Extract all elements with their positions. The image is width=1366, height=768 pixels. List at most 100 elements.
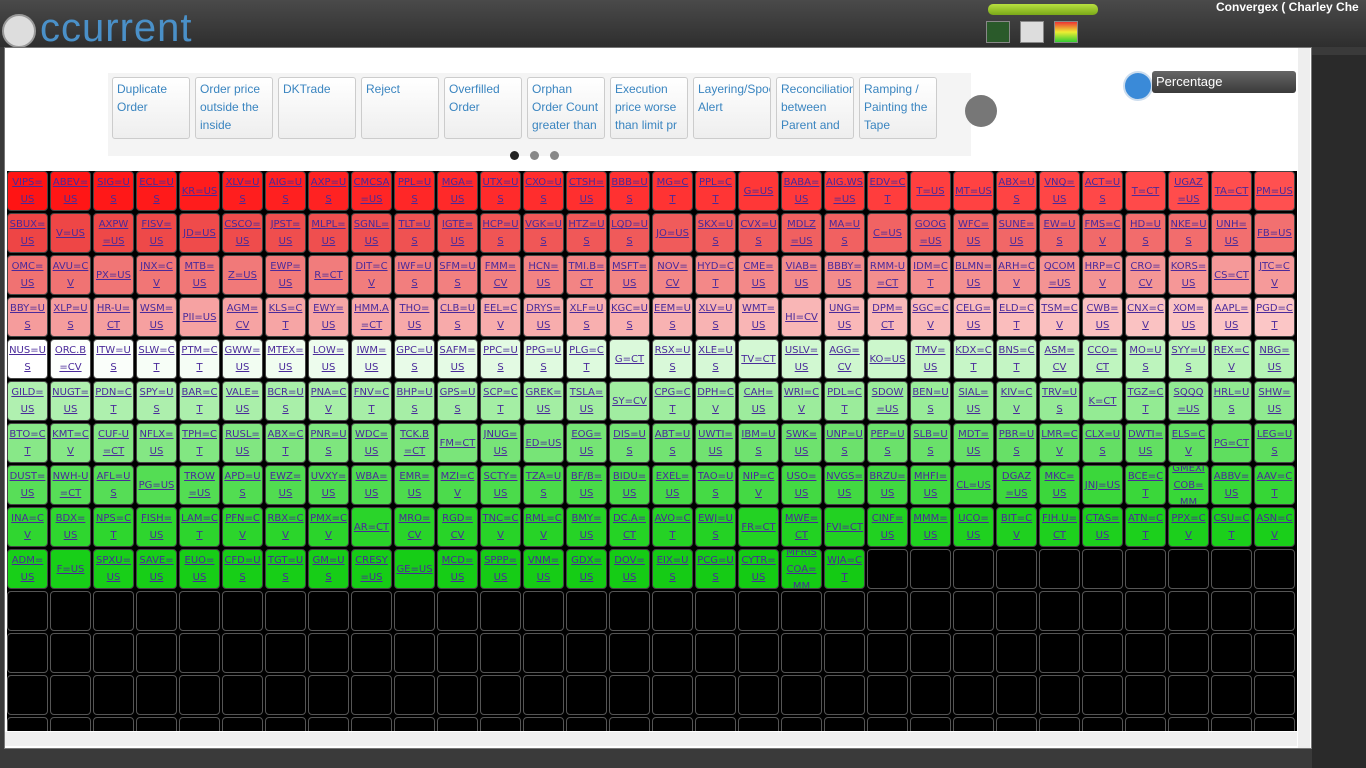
ticker-tile[interactable]: CFD=US <box>222 549 263 589</box>
ticker-tile[interactable]: MSFT=US <box>609 255 650 295</box>
ticker-tile[interactable]: EEM=US <box>652 297 693 337</box>
ticker-tile[interactable]: BAR=CT <box>179 381 220 421</box>
ticker-tile[interactable]: UVXY=US <box>308 465 349 505</box>
ticker-tile[interactable]: JTC=CV <box>1254 255 1295 295</box>
ticker-tile[interactable]: BBY=US <box>7 297 48 337</box>
ticker-tile[interactable]: SIG=US <box>93 171 134 211</box>
alert-tab[interactable]: Overfilled Order <box>444 77 522 139</box>
ticker-tile[interactable]: TROW=US <box>179 465 220 505</box>
ticker-tile[interactable]: AIG=US <box>265 171 306 211</box>
ticker-tile[interactable]: GWW=US <box>222 339 263 379</box>
ticker-tile[interactable]: ATN=CT <box>1125 507 1166 547</box>
ticker-tile[interactable]: TGZ=CT <box>1125 381 1166 421</box>
ticker-tile[interactable]: TSM=CV <box>1039 297 1080 337</box>
ticker-tile[interactable]: UNH=US <box>1211 213 1252 253</box>
ticker-tile[interactable]: PX=US <box>93 255 134 295</box>
ticker-tile[interactable]: CSU=CT <box>1211 507 1252 547</box>
ticker-tile[interactable]: FIH.U=CT <box>1039 507 1080 547</box>
ticker-tile[interactable]: BIDU=US <box>609 465 650 505</box>
ticker-tile[interactable]: PII=US <box>179 297 220 337</box>
ticker-tile[interactable]: MA=US <box>824 213 865 253</box>
ticker-tile[interactable]: MT=US <box>953 171 994 211</box>
ticker-tile[interactable]: GE=US <box>394 549 435 589</box>
ticker-tile[interactable]: CWB=US <box>1082 297 1123 337</box>
ticker-tile[interactable]: UNG=US <box>824 297 865 337</box>
ticker-tile[interactable]: NUS=US <box>7 339 48 379</box>
refresh-button[interactable] <box>1123 71 1153 101</box>
ticker-tile[interactable]: EW=US <box>1039 213 1080 253</box>
ticker-tile[interactable]: TAO=US <box>695 465 736 505</box>
ticker-tile[interactable]: PFN=CV <box>222 507 263 547</box>
ticker-tile[interactable]: XLP=US <box>50 297 91 337</box>
ticker-tile[interactable]: DPM=CT <box>867 297 908 337</box>
ticker-tile[interactable]: PM=US <box>1254 171 1295 211</box>
ticker-tile[interactable]: APD=US <box>222 465 263 505</box>
ticker-tile[interactable]: AIG.WS=US <box>824 171 865 211</box>
ticker-tile[interactable]: WFC=US <box>953 213 994 253</box>
alert-tab[interactable]: Duplicate Order <box>112 77 190 139</box>
ticker-tile[interactable]: HTZ=US <box>566 213 607 253</box>
ticker-tile[interactable]: VNM=US <box>523 549 564 589</box>
ticker-tile[interactable]: MMM=US <box>910 507 951 547</box>
ticker-tile[interactable]: PBR=US <box>996 423 1037 463</box>
ticker-tile[interactable]: WRI=CV <box>781 381 822 421</box>
ticker-tile[interactable]: USO=US <box>781 465 822 505</box>
ticker-tile[interactable]: FR=CT <box>738 507 779 547</box>
ticker-tile[interactable]: XLF=US <box>566 297 607 337</box>
ticker-tile[interactable]: THO=US <box>394 297 435 337</box>
ticker-tile[interactable]: LAM=CT <box>179 507 220 547</box>
ticker-tile[interactable]: FB=US <box>1254 213 1295 253</box>
ticker-tile[interactable]: WDC=US <box>351 423 392 463</box>
ticker-tile[interactable]: PGD=CT <box>1254 297 1295 337</box>
ticker-tile[interactable]: AAV=CT <box>1254 465 1295 505</box>
ticker-tile[interactable]: RML=CV <box>523 507 564 547</box>
ticker-tile[interactable]: SHW=US <box>1254 381 1295 421</box>
ticker-tile[interactable]: VIAB=US <box>781 255 822 295</box>
ticker-tile[interactable]: FISH=US <box>136 507 177 547</box>
ticker-tile[interactable]: CRO=CV <box>1125 255 1166 295</box>
ticker-tile[interactable]: GM=US <box>308 549 349 589</box>
ticker-tile[interactable]: BEN=US <box>910 381 951 421</box>
ticker-tile[interactable]: AXPW=US <box>93 213 134 253</box>
ticker-tile[interactable]: DIT=CV <box>351 255 392 295</box>
ticker-tile[interactable]: KLS=CT <box>265 297 306 337</box>
ticker-tile[interactable]: EIX=US <box>652 549 693 589</box>
ticker-tile[interactable]: NUGT=US <box>50 381 91 421</box>
ticker-tile[interactable]: DRYS=US <box>523 297 564 337</box>
ticker-tile[interactable]: PMX=CV <box>308 507 349 547</box>
ticker-tile[interactable]: NBG=US <box>1254 339 1295 379</box>
ticker-tile[interactable]: TSLA=US <box>566 381 607 421</box>
ticker-tile[interactable]: F=US <box>50 549 91 589</box>
ticker-tile[interactable]: Z=US <box>222 255 263 295</box>
ticker-tile[interactable]: PNR=US <box>308 423 349 463</box>
ticker-tile[interactable]: T=CT <box>1125 171 1166 211</box>
ticker-tile[interactable]: BHP=US <box>394 381 435 421</box>
ticker-tile[interactable]: BLMN=US <box>953 255 994 295</box>
ticker-tile[interactable]: EWJ=US <box>695 507 736 547</box>
ticker-tile[interactable]: LQD=US <box>609 213 650 253</box>
ticker-tile[interactable]: K=CT <box>1082 381 1123 421</box>
ticker-tile[interactable]: XLV=US <box>695 297 736 337</box>
ticker-tile[interactable]: ABX=US <box>996 171 1037 211</box>
ticker-tile[interactable]: WMT=US <box>738 297 779 337</box>
ticker-tile[interactable]: EWY=US <box>308 297 349 337</box>
ticker-tile[interactable]: VALE=US <box>222 381 263 421</box>
ticker-tile[interactable]: GPC=US <box>394 339 435 379</box>
ticker-tile[interactable]: MDT=US <box>953 423 994 463</box>
ticker-tile[interactable]: MLPL=US <box>308 213 349 253</box>
ticker-tile[interactable]: SLB=US <box>910 423 951 463</box>
ticker-tile[interactable]: KR=US <box>179 171 220 211</box>
ticker-tile[interactable]: TA=CT <box>1211 171 1252 211</box>
ticker-tile[interactable]: T=US <box>910 171 951 211</box>
ticker-tile[interactable]: CME=US <box>738 255 779 295</box>
metric-dropdown[interactable]: Percentage <box>1152 71 1296 93</box>
ticker-tile[interactable]: IWM=US <box>351 339 392 379</box>
ticker-tile[interactable]: PDL=CT <box>824 381 865 421</box>
ticker-tile[interactable]: ED=US <box>523 423 564 463</box>
prev-arrow[interactable] <box>965 95 997 127</box>
ticker-tile[interactable]: PG=CT <box>1211 423 1252 463</box>
ticker-tile[interactable]: NOV=CV <box>652 255 693 295</box>
ticker-tile[interactable]: JO=US <box>652 213 693 253</box>
ticker-tile[interactable]: ABT=US <box>652 423 693 463</box>
ticker-tile[interactable]: HR-U=CT <box>93 297 134 337</box>
